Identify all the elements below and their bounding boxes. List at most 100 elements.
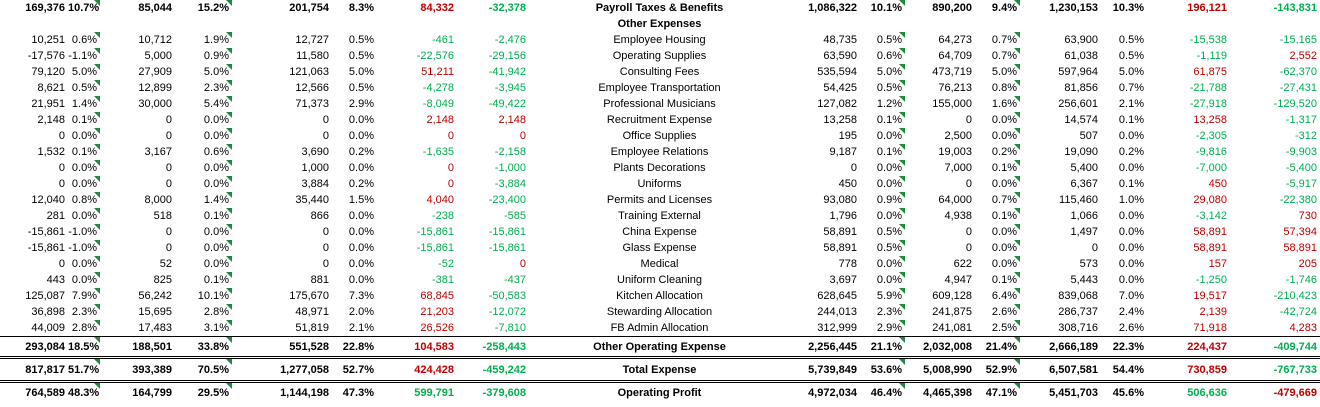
variance-cell: -767,733 [1230,356,1320,383]
percent-cell: 2.1% [348,322,374,334]
amount-cell: 12,727 [295,34,329,46]
amount-cell: 1,066 [1070,210,1098,222]
variance-cell: -5,400 [1285,162,1317,174]
percent-cell: 0.1% [68,112,100,128]
variance-cell: -5,917 [1285,178,1317,190]
amount-cell: 609,128 [932,290,972,302]
amount-cell: 169,376 [25,2,65,14]
percent-cell: 52.9% [975,356,1020,383]
amount-cell [232,16,332,32]
sheet-row: 2,148 0.1% 0 0.0% 0 0.0% 2,148 2,148 Recruitment… [0,112,1320,128]
amount-cell: 890,200 [932,2,972,14]
amount-cell: 19,090 [1064,146,1098,158]
variance-cell: 58,891 [1283,242,1317,254]
amount-cell: 0 [322,130,329,142]
variance-cell [1230,16,1320,32]
percent-cell: 0.0% [348,162,374,174]
amount-cell: 312,999 [817,322,857,334]
amount-cell: 0 [965,226,972,238]
variance-cell: 599,791 [414,386,454,399]
amount-cell: 6,507,581 [1020,356,1101,383]
percent-cell: 8.3% [348,2,374,14]
percent-cell: 0.5% [860,240,905,256]
amount-cell: 85,044 [138,2,172,14]
percent-cell: 10.7% [68,0,100,14]
amount-cell: 0 [165,242,172,254]
amount-cell: 1,532 [37,146,65,158]
percent-cell: 54.4% [1101,356,1147,383]
variance-cell: 450 [1208,178,1227,190]
variance-cell: 2,139 [1199,306,1227,318]
amount-cell: 1,230,153 [1049,2,1098,14]
percent-cell: 45.6% [1112,386,1144,399]
percent-cell: 51.7% [68,356,100,383]
amount-cell: 201,754 [289,2,329,14]
percent-cell: 2.3% [68,304,100,320]
percent-cell: 33.8% [175,336,232,358]
amount-cell: 1,277,058 [232,356,332,383]
variance-cell: 224,437 [1147,336,1230,358]
row-label: Uniform Cleaning [617,274,702,286]
row-label: Recruitment Expense [606,114,713,126]
amount-cell: 0 [965,114,972,126]
variance-cell: -437 [503,274,526,286]
percent-cell: 0.0% [1118,274,1144,286]
amount-cell: 4,465,398 [923,386,972,399]
amount-cell: 121,063 [289,66,329,78]
percent-cell: 0.0% [175,176,232,192]
variance-cell: -7,810 [494,322,526,334]
percent-cell: 0.0% [860,208,905,224]
amount-cell: 4,947 [944,274,972,286]
amount-cell: 764,589 [25,386,65,399]
percent-cell: 0.0% [348,114,374,126]
percent-cell: 70.5% [175,356,232,383]
percent-cell: 5.4% [175,96,232,112]
amount-cell: 2,666,189 [1020,336,1101,358]
amount-cell: 12,040 [31,194,65,206]
variance-cell: 4,283 [1289,322,1317,334]
row-label: Glass Expense [622,242,697,254]
variance-cell: -459,242 [457,356,529,383]
amount-cell: 628,645 [817,290,857,302]
percent-cell: 0.5% [1118,34,1144,46]
variance-cell: -15,861 [416,226,454,238]
percent-cell: 2.0% [348,306,374,318]
variance-cell: 29,080 [1193,194,1227,206]
percent-cell: 22.8% [332,336,377,358]
amount-cell: 3,697 [829,274,857,286]
amount-cell: 36,898 [31,306,65,318]
variance-cell: -2,476 [494,34,526,46]
variance-cell: -143,831 [1273,2,1317,14]
amount-cell: 58,891 [823,242,857,254]
amount-cell [1020,16,1101,32]
percent-cell: 7.0% [1118,290,1144,302]
amount-cell: 14,574 [1064,114,1098,126]
percent-cell: 0.0% [860,128,905,144]
percent-cell: 0.5% [348,50,374,62]
percent-cell: 0.0% [175,256,232,272]
percent-cell [175,16,232,32]
variance-cell: -312 [1294,130,1317,142]
amount-cell: 5,000 [144,50,172,62]
sheet-row: 44,009 2.8% 17,483 3.1% 51,819 2.1% 26,526 -7,8… [0,320,1320,337]
sheet-row: 79,120 5.0% 27,909 5.0% 121,063 5.0% 51,211 -41… [0,64,1320,80]
variance-cell: -479,669 [1273,386,1317,399]
amount-cell: 518 [153,210,172,222]
sheet-row: 281 0.0% 518 0.1% 866 0.0% -238 -585 Training Ex… [0,208,1320,224]
variance-cell: 0 [519,258,526,270]
row-label: Training External [618,210,701,222]
amount-cell: 1,796 [829,210,857,222]
percent-cell: 52.7% [332,356,377,383]
percent-cell: 0.0% [68,272,100,288]
amount-cell: 5,443 [1070,274,1098,286]
percent-cell: 21.4% [975,336,1020,358]
percent-cell: 0.0% [348,242,374,254]
variance-cell: 0 [447,130,454,142]
amount-cell: 1,497 [1070,226,1098,238]
variance-cell: 424,428 [377,356,457,383]
percent-cell: 1.9% [175,32,232,48]
sheet-row: 817,817 51.7% 393,389 70.5% 1,277,058 52.7% 42… [0,356,1320,383]
amount-cell: 241,875 [932,306,972,318]
row-label: FB Admin Allocation [610,322,709,334]
